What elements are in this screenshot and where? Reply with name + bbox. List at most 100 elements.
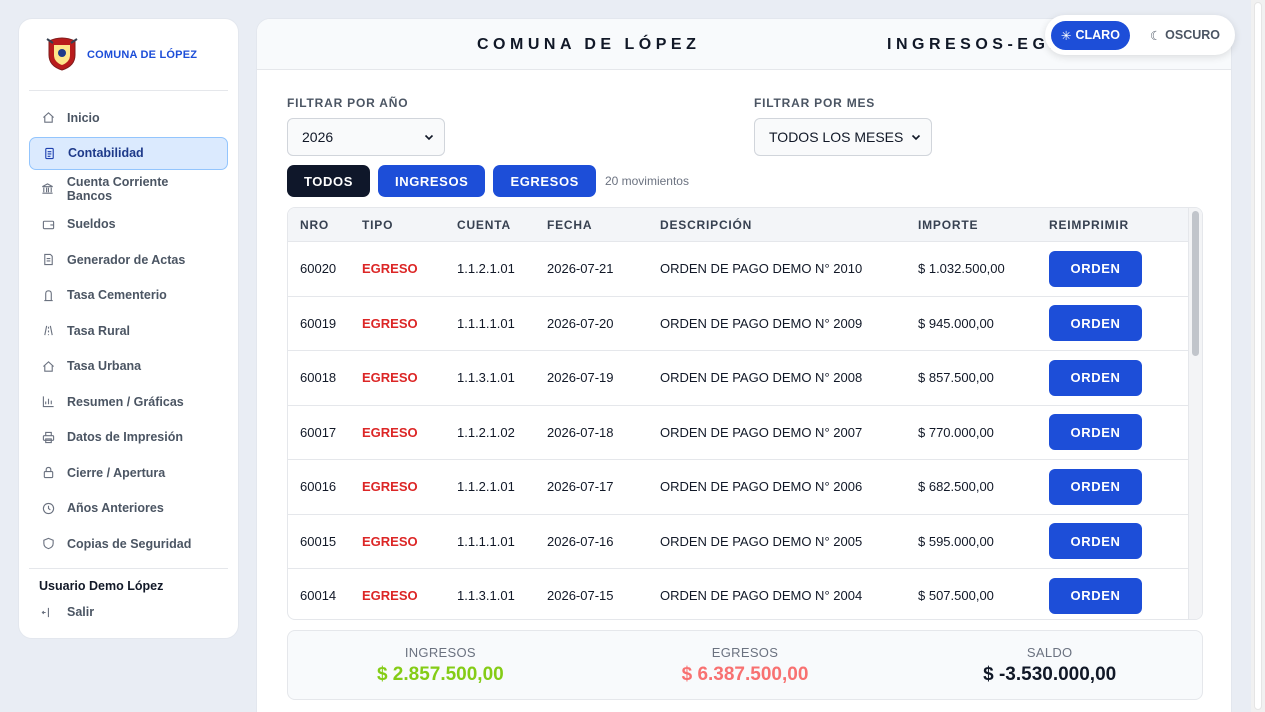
light-theme-label: CLARO xyxy=(1075,28,1120,42)
table-row: 60015 EGRESO 1.1.1.1.01 2026-07-16 ORDEN… xyxy=(288,515,1202,569)
reprint-order-button[interactable]: ORDEN xyxy=(1049,523,1142,560)
cell-importe: $ 682.500,00 xyxy=(918,479,994,495)
reprint-order-button[interactable]: ORDEN xyxy=(1049,468,1142,505)
filter-all-button[interactable]: TODOS xyxy=(287,165,370,197)
document-icon xyxy=(42,146,56,160)
sidebar-item-inicio[interactable]: Inicio xyxy=(29,101,228,134)
sidebar-item-tasa-rural[interactable]: Tasa Rural xyxy=(29,314,228,347)
expense-total-label: EGRESOS xyxy=(711,644,779,660)
cell-importe: $ 1.032.500,00 xyxy=(918,261,1005,277)
month-select[interactable]: TODOS LOS MESES xyxy=(754,118,932,156)
month-filter-label: FILTRAR POR MES xyxy=(754,96,876,110)
page-scrollbar[interactable] xyxy=(1251,0,1265,712)
chart-icon xyxy=(41,395,55,409)
reprint-order-button[interactable]: ORDEN xyxy=(1049,250,1142,287)
bank-icon xyxy=(41,182,55,196)
cell-tipo: EGRESO xyxy=(362,479,418,495)
brand-name: COMUNA DE LÓPEZ xyxy=(87,49,198,61)
printer-icon xyxy=(41,430,55,444)
sidebar-item-label: Copias de Seguridad xyxy=(67,536,192,551)
logout-label: Salir xyxy=(67,605,95,619)
cell-importe: $ 945.000,00 xyxy=(918,315,994,331)
sidebar-item-resumen-graficas[interactable]: Resumen / Gráficas xyxy=(29,385,228,418)
sidebar: COMUNA DE LÓPEZ Inicio Contabilidad Cuen… xyxy=(18,18,239,639)
cell-importe: $ 507.500,00 xyxy=(918,588,994,604)
sidebar-item-sueldos[interactable]: Sueldos xyxy=(29,208,228,241)
light-theme-button[interactable]: ✳ CLARO xyxy=(1051,20,1130,50)
home-icon xyxy=(41,111,55,125)
column-header: TIPO xyxy=(362,217,394,232)
sidebar-item-cierre-apertura[interactable]: Cierre / Apertura xyxy=(29,456,228,489)
cell-cuenta: 1.1.2.1.01 xyxy=(457,261,515,277)
sidebar-item-generador-de-actas[interactable]: Generador de Actas xyxy=(29,243,228,276)
year-filter-label: FILTRAR POR AÑO xyxy=(287,96,409,110)
cell-fecha: 2026-07-18 xyxy=(547,424,614,440)
table-scrollbar[interactable] xyxy=(1188,208,1202,619)
brand[interactable]: COMUNA DE LÓPEZ xyxy=(29,33,228,91)
reprint-order-button[interactable]: ORDEN xyxy=(1049,414,1142,451)
page-title: COMUNA DE LÓPEZ xyxy=(477,36,701,53)
page-scrollbar-thumb[interactable] xyxy=(1254,2,1262,710)
table-row: 60019 EGRESO 1.1.1.1.01 2026-07-20 ORDEN… xyxy=(288,297,1202,351)
wallet-icon xyxy=(41,217,55,231)
cell-descripcion: ORDEN DE PAGO DEMO N° 2008 xyxy=(660,370,863,386)
table-header: NRO TIPO CUENTA FECHA DESCRIPCIÓN IMPORT… xyxy=(288,208,1202,242)
sidebar-item-label: Cierre / Apertura xyxy=(67,465,166,480)
cell-importe: $ 857.500,00 xyxy=(918,370,994,386)
sidebar-item-label: Sueldos xyxy=(67,217,116,231)
type-filter-chips: TODOS INGRESOS EGRESOS 20 movimientos xyxy=(287,165,689,197)
cell-fecha: 2026-07-21 xyxy=(547,261,614,277)
income-total: INGRESOS $ 2.857.500,00 xyxy=(288,631,593,699)
road-icon xyxy=(41,324,55,338)
sidebar-item-cuenta-corriente-bancos[interactable]: Cuenta Corriente Bancos xyxy=(29,172,228,205)
year-select-value: 2026 xyxy=(302,129,334,145)
column-header: REIMPRIMIR xyxy=(1049,217,1129,232)
filter-income-button[interactable]: INGRESOS xyxy=(378,165,486,197)
coat-of-arms-icon xyxy=(45,35,79,76)
cell-descripcion: ORDEN DE PAGO DEMO N° 2007 xyxy=(660,424,863,440)
cell-descripcion: ORDEN DE PAGO DEMO N° 2004 xyxy=(660,588,863,604)
cell-fecha: 2026-07-17 xyxy=(547,479,614,495)
filter-expense-button[interactable]: EGRESOS xyxy=(493,165,596,197)
file-icon xyxy=(41,253,55,267)
column-header: IMPORTE xyxy=(918,217,979,232)
sidebar-item-datos-de-impresion[interactable]: Datos de Impresión xyxy=(29,421,228,454)
movements-table: NRO TIPO CUENTA FECHA DESCRIPCIÓN IMPORT… xyxy=(287,207,1203,620)
sidebar-item-tasa-cementerio[interactable]: Tasa Cementerio xyxy=(29,279,228,312)
sidebar-item-contabilidad[interactable]: Contabilidad xyxy=(29,136,228,170)
sun-icon: ✳ xyxy=(1061,28,1072,43)
house-icon xyxy=(41,359,55,373)
theme-toggle: ✳ CLARO ☾ OSCURO xyxy=(1045,15,1235,55)
reprint-order-button[interactable]: ORDEN xyxy=(1049,305,1142,342)
balance-total-value: $ -3.530.000,00 xyxy=(983,663,1117,685)
column-header: DESCRIPCIÓN xyxy=(660,217,753,232)
year-select[interactable]: 2026 xyxy=(287,118,445,156)
reprint-order-button[interactable]: ORDEN xyxy=(1049,577,1142,614)
main-panel: COMUNA DE LÓPEZ INGRESOS-EGRESOS FILTRAR… xyxy=(256,18,1232,712)
lock-icon xyxy=(41,466,55,480)
sidebar-item-label: Inicio xyxy=(67,110,100,125)
sidebar-item-label: Resumen / Gráficas xyxy=(67,394,184,409)
balance-total: SALDO $ -3.530.000,00 xyxy=(897,631,1202,699)
cell-tipo: EGRESO xyxy=(362,588,418,604)
reprint-order-button[interactable]: ORDEN xyxy=(1049,359,1142,396)
cell-descripcion: ORDEN DE PAGO DEMO N° 2009 xyxy=(660,315,863,331)
chevron-down-icon xyxy=(424,129,434,145)
chevron-down-icon xyxy=(911,129,921,145)
sidebar-item-copias-de-seguridad[interactable]: Copias de Seguridad xyxy=(29,527,228,560)
cell-cuenta: 1.1.1.1.01 xyxy=(457,315,515,331)
dark-theme-button[interactable]: ☾ OSCURO xyxy=(1140,21,1230,50)
cell-fecha: 2026-07-19 xyxy=(547,370,614,386)
table-row: 60016 EGRESO 1.1.2.1.01 2026-07-17 ORDEN… xyxy=(288,460,1202,515)
cell-nro: 60016 xyxy=(300,479,337,495)
logout-button[interactable]: Salir xyxy=(29,599,228,625)
table-row: 60017 EGRESO 1.1.2.1.02 2026-07-18 ORDEN… xyxy=(288,406,1202,460)
table-scrollbar-thumb[interactable] xyxy=(1192,211,1199,356)
cell-nro: 60017 xyxy=(300,424,337,440)
table-row: 60018 EGRESO 1.1.3.1.01 2026-07-19 ORDEN… xyxy=(288,351,1202,406)
sidebar-item-label: Generador de Actas xyxy=(67,252,186,267)
sidebar-item-tasa-urbana[interactable]: Tasa Urbana xyxy=(29,350,228,383)
cell-tipo: EGRESO xyxy=(362,533,418,549)
column-header: CUENTA xyxy=(457,217,511,232)
sidebar-item-anos-anteriores[interactable]: Años Anteriores xyxy=(29,492,228,525)
